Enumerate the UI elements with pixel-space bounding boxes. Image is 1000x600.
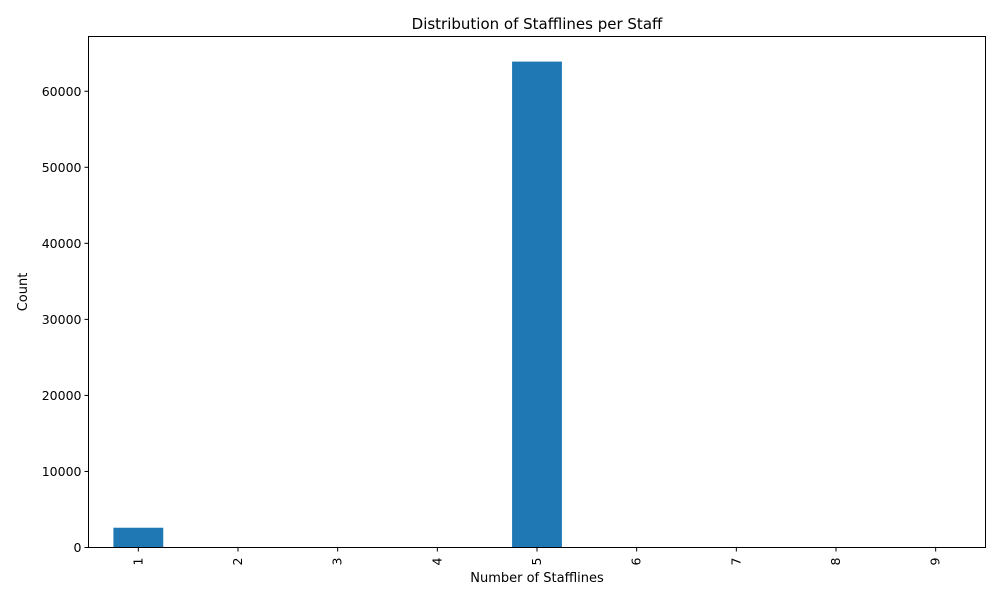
y-tick-label-50000: 50000	[42, 160, 82, 175]
x-axis-label: Number of Stafflines	[470, 571, 604, 586]
x-tick-label-4: 4	[429, 557, 444, 565]
x-tick-label-7: 7	[728, 558, 743, 566]
x-axis-ticks: 1 2 3 4 5 6 7 8 9	[130, 547, 943, 566]
y-tick-label-0: 0	[74, 540, 82, 555]
y-tick-label-40000: 40000	[42, 236, 82, 251]
bars-group	[113, 61, 961, 548]
x-tick-label-5: 5	[529, 558, 544, 566]
x-tick-label-2: 2	[230, 558, 245, 566]
plot-frame	[88, 36, 986, 548]
chart-title: Distribution of Stafflines per Staff	[412, 15, 663, 33]
y-tick-label-60000: 60000	[42, 84, 82, 99]
bar-5	[512, 61, 562, 548]
y-tick-label-20000: 20000	[42, 388, 82, 403]
x-tick-label-9: 9	[928, 557, 943, 565]
x-tick-label-6: 6	[629, 557, 644, 565]
x-tick-label-8: 8	[828, 557, 843, 565]
bar-1	[113, 527, 164, 548]
y-axis-ticks: 0 10000 20000 30000 40000 50000 60000	[42, 84, 89, 555]
x-tick-label-1: 1	[130, 558, 145, 566]
y-axis-label: Count	[16, 273, 31, 312]
y-tick-label-10000: 10000	[42, 464, 82, 479]
x-tick-label-3: 3	[330, 558, 345, 566]
y-tick-label-30000: 30000	[42, 312, 82, 327]
